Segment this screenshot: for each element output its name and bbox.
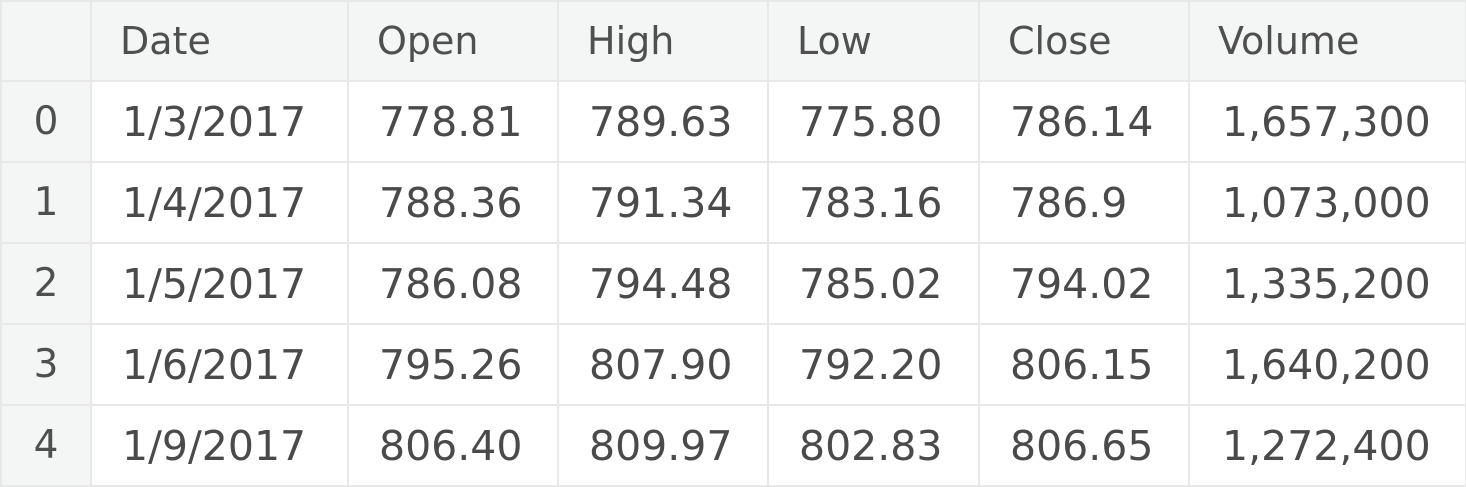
cell-date: 1/6/2017	[90, 323, 349, 406]
cell-high: 791.34	[557, 161, 769, 244]
table-row: 2 1/5/2017 786.08 794.48 785.02 794.02 1…	[0, 242, 1466, 325]
cell-date: 1/3/2017	[90, 80, 349, 163]
cell-date: 1/9/2017	[90, 404, 349, 487]
cell-close: 794.02	[978, 242, 1190, 325]
cell-volume: 1,335,200	[1188, 242, 1466, 325]
cell-close: 806.65	[978, 404, 1190, 487]
cell-low: 775.80	[767, 80, 980, 163]
cell-high: 794.48	[557, 242, 769, 325]
table-body: 0 1/3/2017 778.81 789.63 775.80 786.14 1…	[0, 80, 1466, 487]
row-index: 2	[0, 242, 92, 325]
cell-volume: 1,272,400	[1188, 404, 1466, 487]
column-header-low: Low	[767, 0, 980, 82]
cell-low: 783.16	[767, 161, 980, 244]
cell-open: 786.08	[347, 242, 559, 325]
cell-high: 809.97	[557, 404, 769, 487]
row-index: 3	[0, 323, 92, 406]
cell-open: 788.36	[347, 161, 559, 244]
cell-high: 789.63	[557, 80, 769, 163]
cell-high: 807.90	[557, 323, 769, 406]
table-header: Date Open High Low Close Volume	[0, 0, 1466, 82]
column-header-volume: Volume	[1188, 0, 1466, 82]
table-row: 0 1/3/2017 778.81 789.63 775.80 786.14 1…	[0, 80, 1466, 163]
table-row: 1 1/4/2017 788.36 791.34 783.16 786.9 1,…	[0, 161, 1466, 244]
cell-low: 785.02	[767, 242, 980, 325]
column-header-high: High	[557, 0, 769, 82]
column-header-open: Open	[347, 0, 559, 82]
cell-volume: 1,640,200	[1188, 323, 1466, 406]
cell-open: 806.40	[347, 404, 559, 487]
header-row: Date Open High Low Close Volume	[0, 0, 1466, 82]
cell-open: 778.81	[347, 80, 559, 163]
cell-low: 792.20	[767, 323, 980, 406]
cell-volume: 1,073,000	[1188, 161, 1466, 244]
row-index: 4	[0, 404, 92, 487]
table-row: 3 1/6/2017 795.26 807.90 792.20 806.15 1…	[0, 323, 1466, 406]
cell-close: 786.9	[978, 161, 1190, 244]
cell-date: 1/5/2017	[90, 242, 349, 325]
column-header-date: Date	[90, 0, 349, 82]
cell-volume: 1,657,300	[1188, 80, 1466, 163]
row-index: 1	[0, 161, 92, 244]
cell-close: 786.14	[978, 80, 1190, 163]
index-header	[0, 0, 92, 82]
cell-low: 802.83	[767, 404, 980, 487]
column-header-close: Close	[978, 0, 1190, 82]
cell-close: 806.15	[978, 323, 1190, 406]
cell-date: 1/4/2017	[90, 161, 349, 244]
cell-open: 795.26	[347, 323, 559, 406]
row-index: 0	[0, 80, 92, 163]
table-row: 4 1/9/2017 806.40 809.97 802.83 806.65 1…	[0, 404, 1466, 487]
